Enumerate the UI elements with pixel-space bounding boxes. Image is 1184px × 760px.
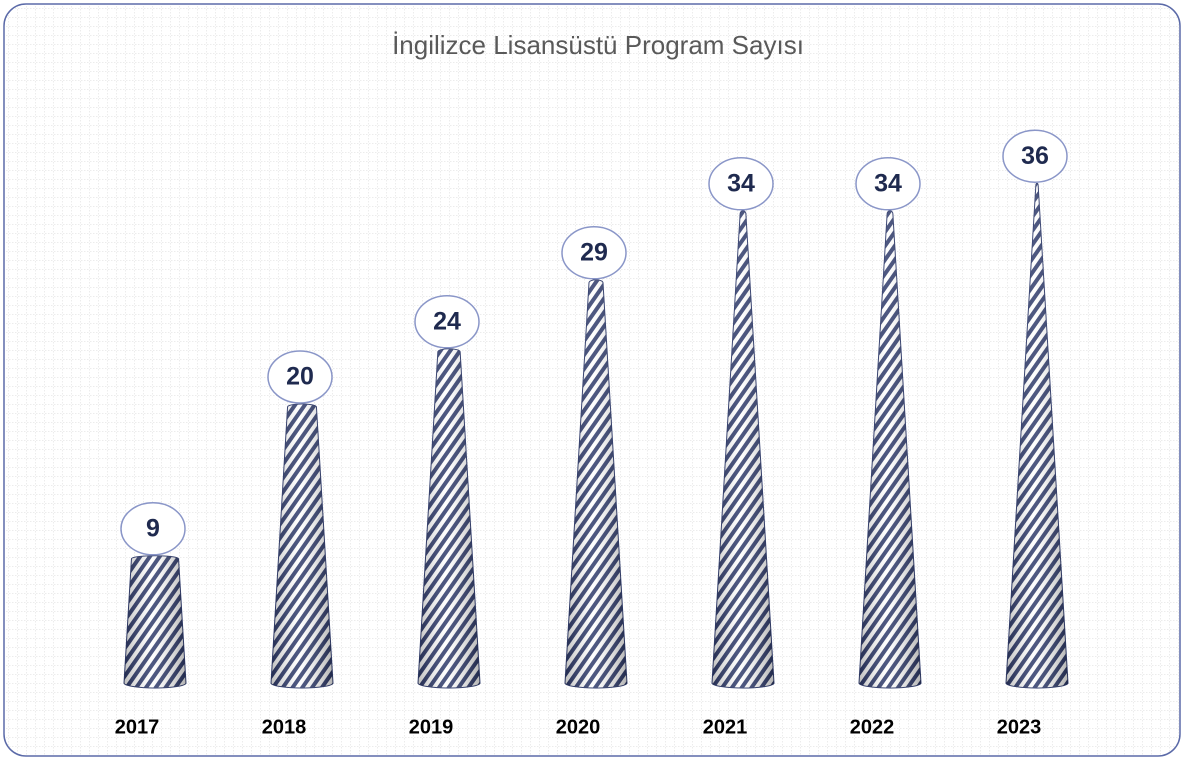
label-bubble [708, 157, 774, 211]
value-label: 34 [727, 169, 755, 197]
label-bubble [1002, 129, 1068, 183]
cone-shade [124, 555, 186, 688]
x-tick-label: 2022 [850, 716, 895, 738]
label-bubble [120, 502, 186, 556]
x-tick-label: 2023 [997, 716, 1042, 738]
cone-shade [712, 210, 774, 688]
value-label: 36 [1021, 142, 1049, 170]
value-label: 24 [433, 307, 461, 335]
x-tick-label: 2019 [409, 716, 454, 738]
x-tick-label: 2017 [115, 716, 160, 738]
value-label: 9 [146, 514, 160, 542]
label-bubble [561, 226, 627, 280]
cone-shade [418, 348, 480, 688]
cone-shade [271, 404, 333, 688]
cone-shade [565, 279, 627, 688]
value-label: 20 [286, 363, 314, 391]
label-bubble [414, 295, 480, 349]
label-bubble [855, 157, 921, 211]
x-tick-label: 2018 [262, 716, 307, 738]
x-tick-label: 2020 [556, 716, 601, 738]
value-label: 34 [874, 169, 902, 197]
value-label: 29 [580, 238, 608, 266]
cone-shade [1006, 183, 1068, 688]
chart-title: İngilizce Lisansüstü Program Sayısı [392, 30, 804, 60]
x-tick-label: 2021 [703, 716, 748, 738]
label-bubble [267, 350, 333, 404]
cone-shade [859, 210, 921, 688]
